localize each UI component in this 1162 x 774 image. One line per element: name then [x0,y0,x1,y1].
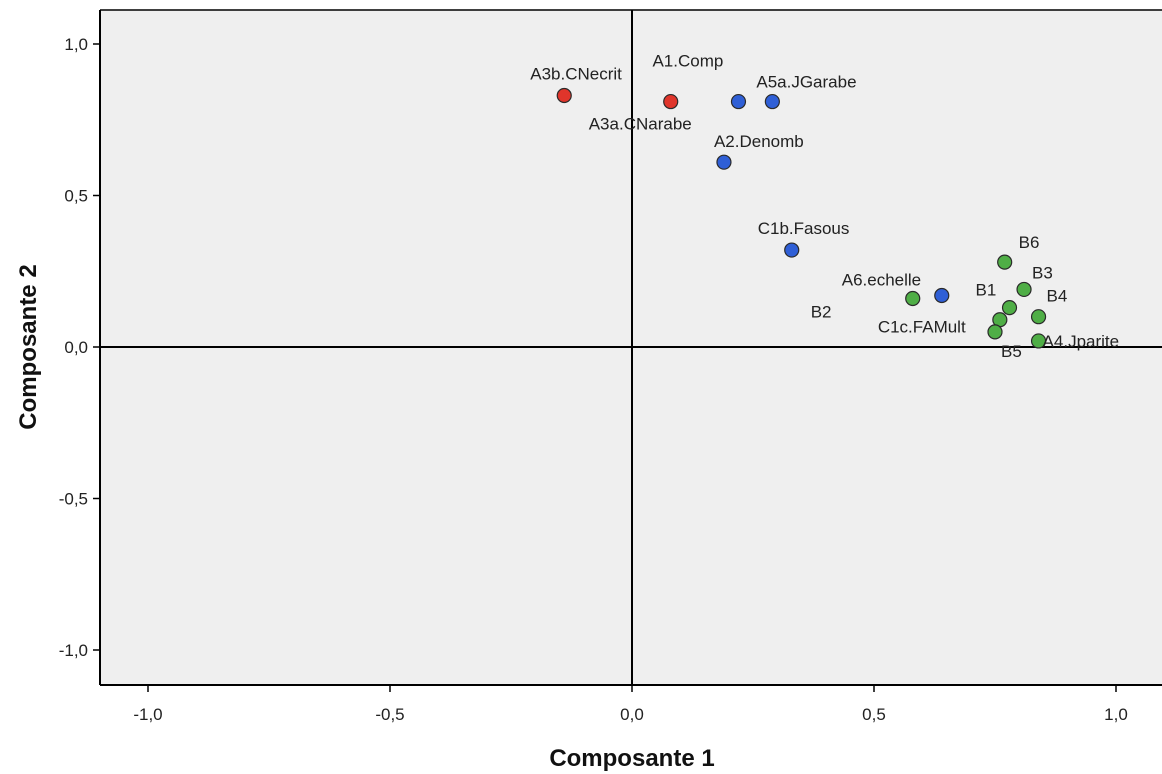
data-point [716,154,732,170]
y-tick-label: 0,5 [64,187,88,206]
data-point [663,93,679,110]
data-points [556,87,1047,349]
data-point-label: B6 [1019,233,1040,252]
x-tick-label: 0,0 [620,705,644,724]
data-point [1030,309,1047,325]
data-point-label: A2.Denomb [714,132,804,151]
data-point-label: A6.echelle [842,270,921,289]
data-point-label: B3 [1032,263,1053,282]
data-point [784,242,800,258]
data-point [987,324,1003,340]
data-point [764,93,780,110]
data-point [934,287,950,304]
data-point-label: B4 [1047,287,1068,306]
data-point [1030,333,1047,349]
y-axis-title: Composante 2 [15,264,42,429]
data-point [556,87,572,104]
data-point-label: B5 [1001,342,1022,361]
tick-marks-and-labels: -1,0 -0,5 0,0 0,5 1,0 1,0 0,5 0,0 -0,5 -1,0 [59,35,1128,724]
y-tick-label: 0,0 [64,338,88,357]
y-tick-label: 1,0 [64,35,88,54]
data-point [997,254,1013,270]
y-tick-label: -1,0 [59,641,88,660]
data-point [730,93,747,110]
data-point-label: A5a.JGarabe [756,73,856,92]
x-tick-label: 1,0 [1104,705,1128,724]
data-point [905,290,921,307]
x-tick-label: -0,5 [375,705,404,724]
x-axis-title: Composante 1 [549,745,714,772]
data-point-labels: A3b.CNecrit A3a.CNarabe A1.Comp A5a.JGarabe… [530,52,1119,361]
data-point-label: A3a.CNarabe [589,115,692,134]
x-tick-label: 0,5 [862,705,886,724]
reference-lines [100,10,1162,685]
data-point-label: C1b.Fasous [758,219,850,238]
data-point-label: B1 [976,281,997,300]
data-point-label: A3b.CNecrit [530,65,622,84]
data-point-label: A4.Jparite [1043,332,1120,351]
y-tick-label: -0,5 [59,490,88,509]
data-point-label: C1c.FAMult [878,318,966,337]
data-point-label: A1.Comp [652,52,723,71]
x-tick-label: -1,0 [133,705,162,724]
data-point [1016,281,1032,298]
data-point-label: B2 [811,303,832,322]
data-point [1001,300,1018,316]
